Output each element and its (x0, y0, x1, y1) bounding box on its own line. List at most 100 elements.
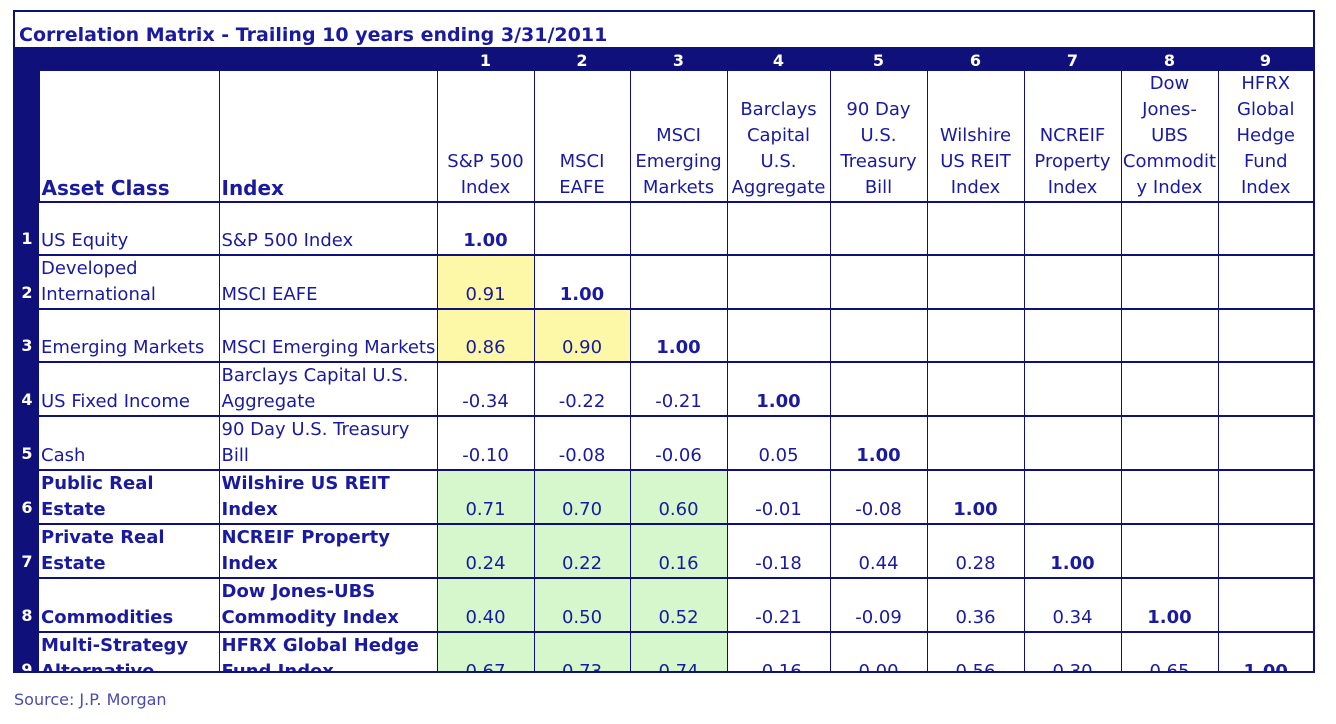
correlation-value: 0.50 (534, 577, 631, 633)
correlation-value (927, 415, 1025, 471)
correlation-matrix: Correlation Matrix - Trailing 10 years e… (13, 10, 1315, 673)
text-line: Barclays Capital U.S. (221, 364, 409, 386)
correlation-value: 0.16 (630, 523, 728, 579)
table-row: 6 Public Real Estate Wilshire US REIT Index… (15, 469, 1313, 525)
asset-class-cell: Private Real Estate (39, 523, 220, 579)
text-line: MSCI Emerging Markets (221, 336, 436, 358)
correlation-value: -0.01 (727, 469, 831, 525)
text-line: Hedge (1236, 125, 1296, 146)
text-line: HFRX (1241, 73, 1291, 94)
asset-class-header: Asset Class (39, 71, 220, 203)
correlation-value (830, 361, 928, 417)
correlation-value (1121, 202, 1219, 256)
text-line: Commodities (41, 606, 174, 628)
text-line: Emerging (635, 151, 722, 172)
asset-class-cell: US Equity (39, 202, 220, 256)
correlation-value: -0.21 (727, 577, 831, 633)
correlation-value: 0.24 (437, 523, 535, 579)
text-line: Dow (1149, 73, 1190, 94)
correlation-value (1218, 202, 1313, 256)
correlation-value: -0.21 (630, 361, 728, 417)
correlation-table: 1 2 3 4 5 6 7 8 9 Asset Class Index S&P 500 Index MSC… (15, 50, 1313, 673)
correlation-value: 0.65 (1121, 631, 1219, 671)
correlation-value (534, 202, 631, 256)
text-line: Fund Index (221, 660, 334, 673)
correlation-value: 1.00 (727, 361, 831, 417)
correlation-value: 0.52 (630, 577, 728, 633)
correlation-value (1024, 469, 1122, 525)
correlation-value: 1.00 (630, 308, 728, 363)
text-line: UBS (1151, 125, 1188, 146)
text-line: NCREIF (1039, 125, 1106, 146)
row-number: 3 (15, 308, 39, 363)
asset-class-cell: Multi-Strategy Alternative (39, 631, 220, 671)
text-line: S&P 500 (447, 151, 524, 172)
table-title: Correlation Matrix - Trailing 10 years e… (15, 12, 1313, 50)
column-header: Wilshire US REIT Index (927, 71, 1025, 203)
correlation-value (727, 202, 831, 256)
index-cell: NCREIF Property Index (219, 523, 438, 579)
asset-class-cell: US Fixed Income (39, 361, 220, 417)
correlation-value: -0.08 (830, 469, 928, 525)
correlation-value: -0.34 (437, 361, 535, 417)
text-line: Commodit (1122, 151, 1217, 172)
text-line: Developed (41, 257, 138, 279)
row-number: 7 (15, 523, 39, 579)
table-row: 7 Private Real Estate NCREIF Property Index 0… (15, 523, 1313, 579)
text-line: NCREIF Property (221, 526, 390, 548)
text-line: S&P 500 Index (221, 229, 354, 251)
table-row: 5 Cash 90 Day U.S. Treasury Bill -0.10 -0.08-… (15, 415, 1313, 471)
correlation-value: 0.70 (534, 469, 631, 525)
correlation-value (1024, 361, 1122, 417)
text-line: Dow Jones-UBS (221, 580, 376, 602)
text-line: US REIT (940, 151, 1011, 172)
text-line: Fund (1243, 151, 1288, 172)
text-line: Emerging Markets (41, 336, 205, 358)
column-number: 9 (1218, 50, 1313, 71)
asset-class-cell: Public Real Estate (39, 469, 220, 525)
correlation-value: 1.00 (437, 202, 535, 256)
text-line: Index (1047, 177, 1098, 198)
text-line: Bill (864, 177, 893, 198)
table-row: 8 Commodities Dow Jones-UBS Commodity Index… (15, 577, 1313, 633)
table-row: 9 Multi-Strategy Alternative HFRX Global He… (15, 631, 1313, 673)
text-line: MSCI (656, 125, 701, 146)
text-line: Jones- (1142, 99, 1197, 120)
correlation-value (1218, 308, 1313, 363)
row-number: 2 (15, 254, 39, 310)
text-line: Index (1240, 177, 1291, 198)
correlation-value: 0.56 (927, 631, 1025, 671)
text-line: y Index (1136, 177, 1203, 198)
correlation-value: -0.16 (727, 631, 831, 671)
text-line: U.S. (860, 125, 897, 146)
correlation-value: -0.22 (534, 361, 631, 417)
text-line: Estate (41, 552, 106, 574)
corner-cell (39, 50, 219, 71)
text-line: International (41, 283, 156, 305)
correlation-value: 0.00 (830, 631, 928, 671)
row-number: 6 (15, 469, 39, 525)
correlation-value: -0.18 (727, 523, 831, 579)
correlation-value: 0.36 (927, 577, 1025, 633)
correlation-value (1218, 415, 1313, 471)
text-line: Aggregate (731, 177, 826, 198)
text-line: US Equity (41, 229, 129, 251)
correlation-value: 0.22 (534, 523, 631, 579)
table-row: 3 Emerging Markets MSCI Emerging Markets 0.… (15, 308, 1313, 363)
text-line: Treasury (840, 151, 917, 172)
correlation-value (1121, 361, 1219, 417)
asset-class-cell: Emerging Markets (39, 308, 220, 363)
correlation-value: 0.74 (630, 631, 728, 671)
column-header: Barclays Capital U.S. Aggregate (727, 71, 831, 203)
text-line: Index (950, 177, 1001, 198)
text-line: Wilshire US REIT (221, 472, 390, 494)
corner-cell (15, 50, 39, 71)
header-row: Asset Class Index S&P 500 Index MSCI EAFE MSCI… (15, 71, 1313, 203)
correlation-value: 0.30 (1024, 631, 1122, 671)
column-header: MSCI EAFE (534, 71, 631, 203)
text-line: U.S. (760, 151, 797, 172)
correlation-value: -0.06 (630, 415, 728, 471)
correlation-value (630, 254, 728, 310)
correlation-value: 0.34 (1024, 577, 1122, 633)
index-header: Index (219, 71, 438, 203)
